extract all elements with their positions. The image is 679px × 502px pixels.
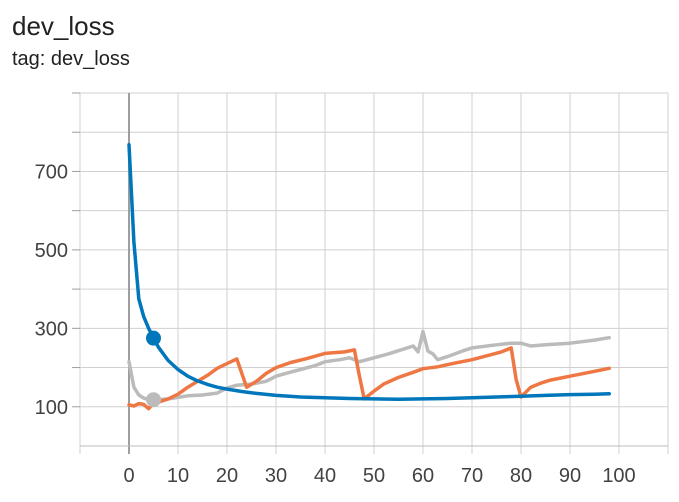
y-tick-label: 300 <box>35 318 68 340</box>
tick-labels: 0 10 20 30 40 50 60 70 80 90 100 100 300 500 700 <box>35 161 636 487</box>
series-line-0 <box>127 143 611 402</box>
x-tick-label: 0 <box>123 465 134 487</box>
series-marker-0 <box>146 330 161 346</box>
x-tick-label: 30 <box>265 465 287 487</box>
x-tick-label: 90 <box>559 465 581 487</box>
series-layer <box>127 143 611 411</box>
x-tick-label: 40 <box>314 465 336 487</box>
x-tick-label: 60 <box>412 465 434 487</box>
chart-subtitle: tag: dev_loss <box>12 48 130 70</box>
chart-title: dev_loss <box>12 11 115 41</box>
x-tick-label: 50 <box>363 465 385 487</box>
x-tick-label: 80 <box>510 465 532 487</box>
series-line-2 <box>127 329 611 402</box>
series-marker-2 <box>146 392 161 408</box>
x-tick-label: 70 <box>461 465 483 487</box>
x-tick-label: 100 <box>602 465 635 487</box>
x-tick-label: 10 <box>167 465 189 487</box>
y-tick-label: 700 <box>35 161 68 183</box>
y-tick-label: 100 <box>35 397 68 419</box>
series-line-1 <box>127 346 611 411</box>
x-tick-label: 20 <box>216 465 238 487</box>
y-tick-label: 500 <box>35 240 68 262</box>
